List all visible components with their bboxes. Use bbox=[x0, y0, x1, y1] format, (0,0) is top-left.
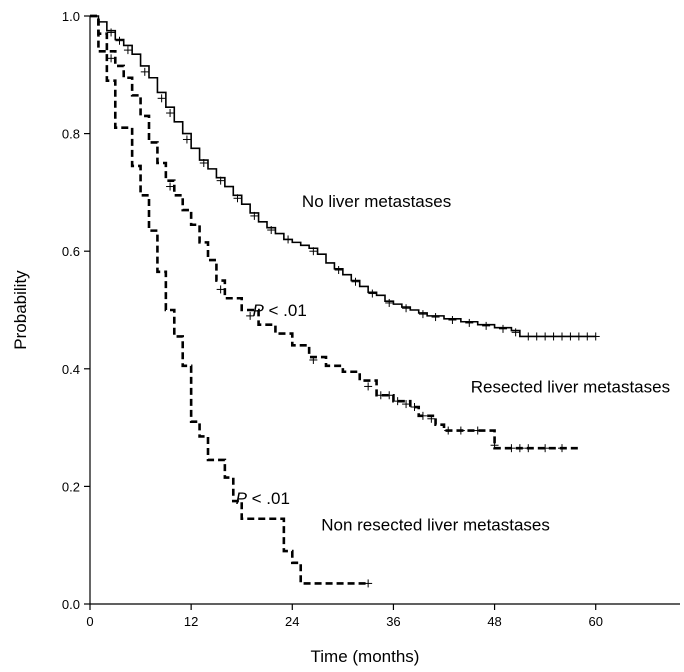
censor-mark bbox=[309, 355, 318, 364]
censor-mark bbox=[532, 332, 541, 341]
censor-mark bbox=[558, 332, 566, 341]
censor-mark bbox=[427, 414, 436, 423]
y-tick-label: 0.8 bbox=[62, 127, 80, 142]
censor-mark bbox=[166, 109, 175, 118]
annotation-0: No liver metastases bbox=[302, 192, 451, 211]
axes: 0 12 24 36 48 60 0.0 0.2 0.4 0.6 0.8 1.0 bbox=[62, 9, 680, 629]
p-threshold: < .01 bbox=[264, 301, 307, 320]
x-axis-title: Time (months) bbox=[311, 647, 420, 666]
censor-mark bbox=[499, 324, 507, 333]
censor-mark bbox=[410, 403, 419, 412]
censor-mark bbox=[507, 444, 516, 453]
annotation-1: Resected liver metastases bbox=[471, 377, 670, 396]
censor-mark bbox=[385, 298, 394, 307]
censor-mark bbox=[402, 400, 411, 409]
censor-mark bbox=[115, 36, 124, 45]
x-tick-label: 0 bbox=[86, 614, 93, 629]
annotation-2: Non resected liver metastases bbox=[321, 516, 550, 535]
x-tick-label: 60 bbox=[588, 614, 602, 629]
censor-mark bbox=[549, 332, 558, 341]
censor-mark bbox=[309, 247, 318, 256]
series-line-2 bbox=[90, 14, 369, 585]
censor-mark bbox=[140, 67, 149, 76]
censor-mark bbox=[157, 94, 166, 103]
censor-mark bbox=[448, 315, 457, 324]
censor-mark bbox=[107, 28, 116, 37]
x-tick-label: 24 bbox=[285, 614, 299, 629]
censor-mark bbox=[267, 226, 276, 235]
censor-mark bbox=[490, 441, 499, 450]
labels: Time (months) Probability No liver metasta… bbox=[11, 192, 670, 666]
censor-mark bbox=[368, 289, 377, 298]
plot-area bbox=[90, 14, 600, 588]
censor-mark bbox=[351, 277, 360, 286]
censor-mark bbox=[334, 266, 343, 275]
censor-mark bbox=[216, 285, 225, 294]
p-symbol: P bbox=[236, 489, 248, 508]
y-tick-label: 0.6 bbox=[62, 244, 80, 259]
x-tick-label: 48 bbox=[487, 614, 501, 629]
censor-mark bbox=[107, 54, 116, 63]
y-tick-label: 0.4 bbox=[62, 362, 80, 377]
censor-mark bbox=[541, 332, 550, 341]
censor-mark bbox=[482, 321, 491, 330]
censor-mark bbox=[456, 426, 465, 435]
censor-mark bbox=[574, 332, 583, 341]
censor-mark bbox=[284, 235, 293, 244]
censor-mark bbox=[431, 313, 440, 322]
censor-mark bbox=[385, 391, 394, 400]
censor-mark bbox=[444, 426, 453, 435]
censor-mark bbox=[541, 444, 550, 453]
censor-mark bbox=[250, 211, 259, 220]
x-tick-label: 36 bbox=[386, 614, 400, 629]
series-line-1 bbox=[90, 14, 579, 450]
censor-mark bbox=[182, 135, 191, 144]
p-value-4: P < .01 bbox=[236, 489, 290, 508]
censor-mark bbox=[246, 311, 255, 320]
censor-mark bbox=[216, 176, 225, 185]
censor-mark bbox=[583, 332, 592, 341]
censor-mark bbox=[524, 444, 533, 453]
censor-mark bbox=[393, 397, 402, 406]
censor-mark bbox=[364, 382, 373, 391]
y-axis-title: Probability bbox=[11, 270, 30, 350]
censor-mark bbox=[199, 159, 208, 167]
p-value-3: P < .01 bbox=[252, 301, 306, 320]
censor-mark bbox=[566, 332, 575, 341]
censor-mark bbox=[465, 318, 474, 327]
censor-mark bbox=[511, 328, 520, 337]
p-symbol: P bbox=[252, 301, 264, 320]
censor-mark bbox=[123, 46, 132, 55]
censor-mark bbox=[402, 304, 411, 313]
censor-mark bbox=[558, 444, 566, 453]
p-threshold: < .01 bbox=[247, 489, 290, 508]
y-tick-label: 0.0 bbox=[62, 597, 80, 612]
censor-mark bbox=[524, 332, 533, 341]
censor-mark bbox=[418, 411, 427, 420]
y-tick-label: 0.2 bbox=[62, 479, 80, 494]
censor-mark bbox=[376, 391, 385, 400]
censor-mark bbox=[515, 444, 524, 453]
censor-mark bbox=[418, 310, 427, 319]
y-tick-label: 1.0 bbox=[62, 9, 80, 24]
censor-mark bbox=[233, 194, 242, 203]
censor-mark bbox=[591, 332, 600, 341]
censor-mark bbox=[166, 182, 175, 191]
x-tick-label: 12 bbox=[184, 614, 198, 629]
censor-mark bbox=[364, 579, 373, 588]
censor-mark bbox=[473, 426, 482, 435]
